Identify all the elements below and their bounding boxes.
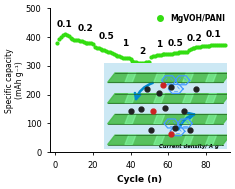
Text: 0.1: 0.1	[57, 20, 73, 29]
Text: 0.5: 0.5	[98, 33, 114, 41]
X-axis label: Cycle (n): Cycle (n)	[118, 175, 162, 184]
Text: 2: 2	[139, 47, 145, 57]
Text: 0.2: 0.2	[187, 34, 202, 43]
Text: 0.1: 0.1	[205, 29, 221, 39]
Text: 1: 1	[156, 40, 162, 49]
Y-axis label: Specific capacity
(mAh g⁻¹): Specific capacity (mAh g⁻¹)	[5, 48, 24, 113]
Text: 0.5: 0.5	[168, 39, 184, 48]
Legend: MgVOH/PANI: MgVOH/PANI	[151, 12, 226, 24]
Text: 1: 1	[122, 39, 128, 48]
Text: 0.2: 0.2	[78, 24, 94, 33]
